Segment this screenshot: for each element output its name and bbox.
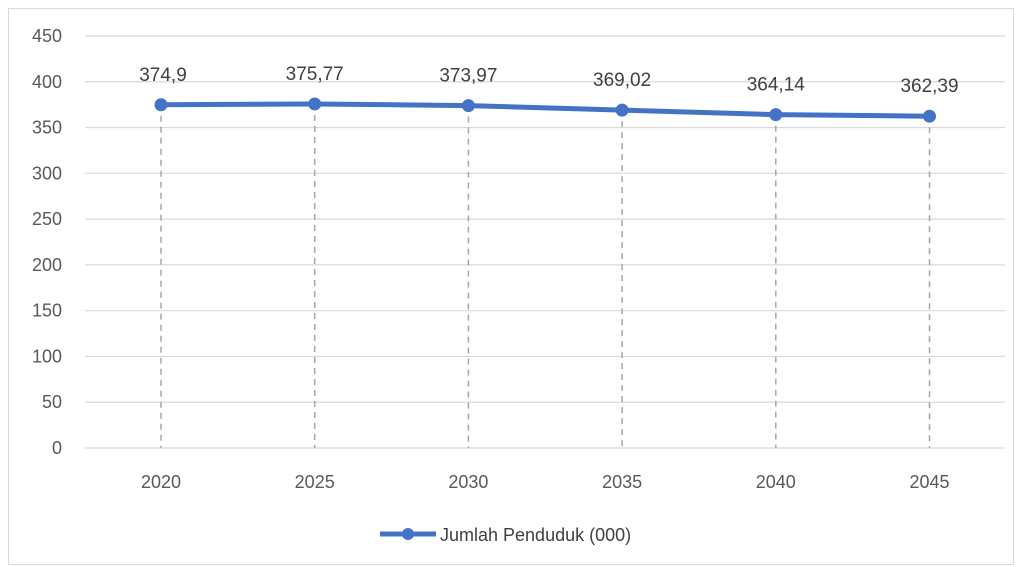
x-tick-label: 2045 xyxy=(909,472,949,492)
data-label: 369,02 xyxy=(593,70,651,91)
data-point xyxy=(615,103,629,117)
y-tick-label: 250 xyxy=(32,209,62,229)
x-axis-ticks: 2020 2025 2030 2035 2040 2045 xyxy=(141,472,950,492)
legend: Jumlah Penduduk (000) xyxy=(380,525,631,545)
y-tick-label: 400 xyxy=(32,72,62,92)
legend-dot-marker xyxy=(402,528,414,540)
series-line xyxy=(158,101,932,119)
series-group: 374,9 375,77 373,97 369,02 364,14 362,39 xyxy=(139,64,959,123)
data-point xyxy=(923,109,936,123)
x-tick-label: 2035 xyxy=(602,472,642,492)
data-label: 375,77 xyxy=(286,64,344,85)
data-label: 373,97 xyxy=(439,66,497,87)
y-tick-label: 50 xyxy=(42,392,62,412)
y-tick-label: 450 xyxy=(32,26,62,46)
y-tick-label: 300 xyxy=(32,163,62,183)
data-point xyxy=(461,99,475,113)
y-tick-label: 200 xyxy=(32,255,62,275)
gridlines xyxy=(85,35,1005,449)
chart-frame xyxy=(8,8,1014,565)
data-point xyxy=(769,108,783,122)
y-tick-label: 150 xyxy=(32,301,62,321)
y-tick-label: 0 xyxy=(52,438,62,458)
data-point xyxy=(308,97,322,111)
x-tick-label: 2030 xyxy=(448,472,488,492)
x-tick-label: 2025 xyxy=(295,472,335,492)
data-label: 364,14 xyxy=(747,75,806,96)
legend-label: Jumlah Penduduk (000) xyxy=(440,525,631,545)
x-tick-label: 2020 xyxy=(141,472,181,492)
data-label: 362,39 xyxy=(900,76,958,97)
y-tick-label: 350 xyxy=(32,118,62,138)
data-label: 374,9 xyxy=(139,65,187,86)
drop-lines xyxy=(160,103,931,448)
y-axis-ticks: 0 50 100 150 200 250 300 350 400 450 xyxy=(32,26,62,458)
data-point xyxy=(154,98,168,112)
x-tick-label: 2040 xyxy=(756,472,796,492)
y-tick-label: 100 xyxy=(32,346,62,366)
